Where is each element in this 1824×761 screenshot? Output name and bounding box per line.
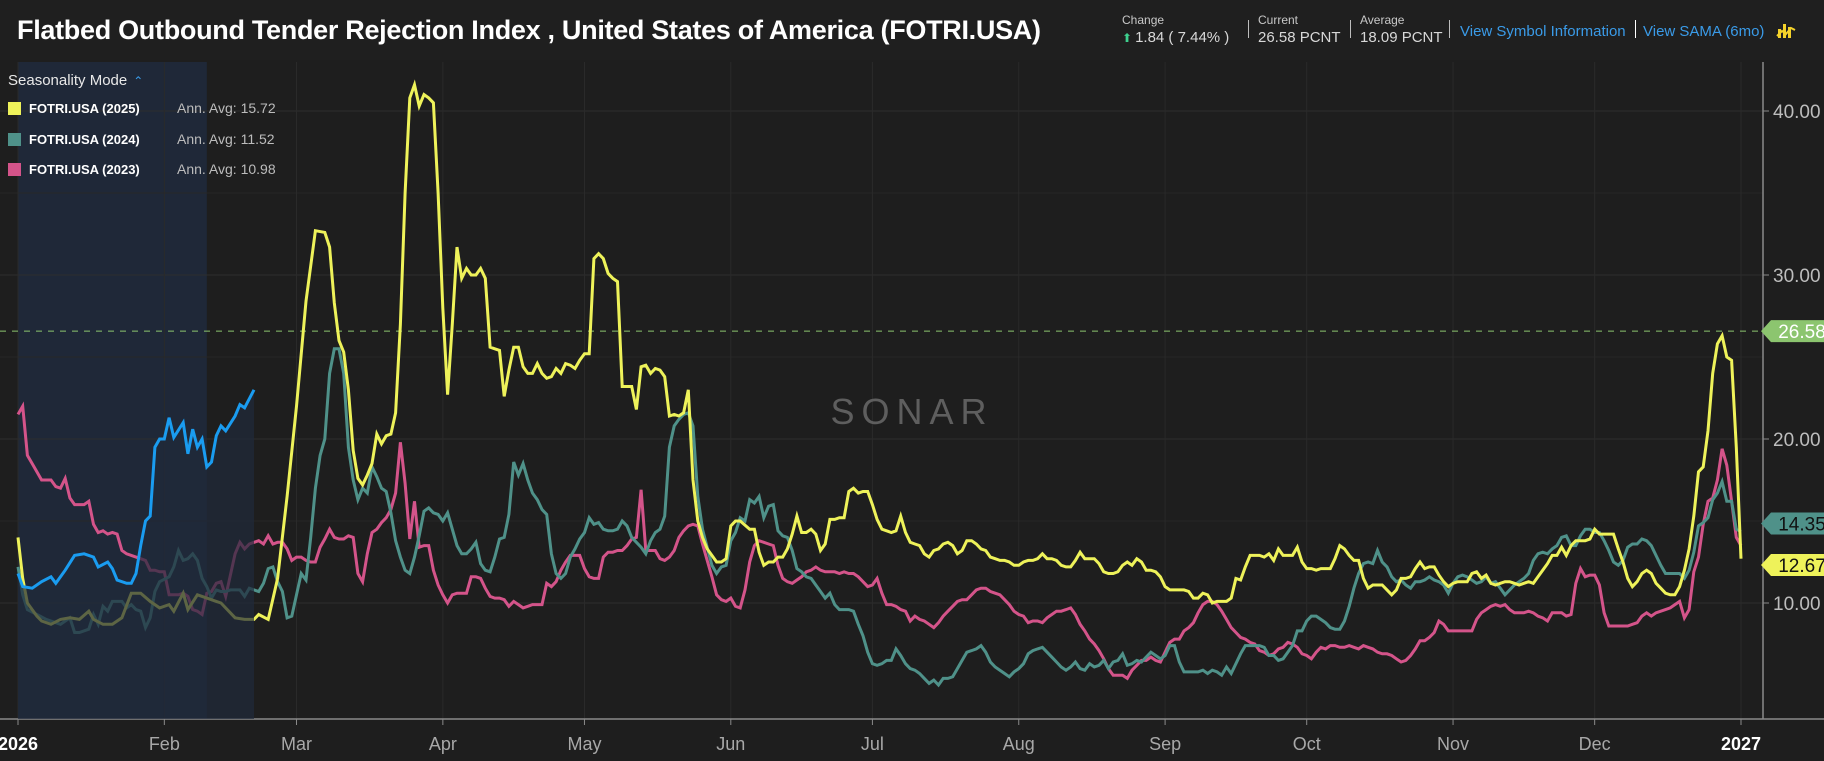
sonar-watermark: SONAR xyxy=(830,391,993,432)
series-line-fotri-usa-2025 xyxy=(16,79,1743,626)
bar-chart-trend-icon[interactable] xyxy=(1776,21,1796,39)
x-tick-label: Apr xyxy=(429,734,457,754)
legend-item[interactable]: FOTRI.USA (2025) Ann. Avg: 15.72 xyxy=(8,98,276,118)
series-area-fotri-usa-2026 xyxy=(18,389,254,719)
change-value: 1.84 ( 7.44% ) xyxy=(1135,29,1230,46)
average-label: Average xyxy=(1360,13,1405,27)
x-tick-label: 2027 xyxy=(1721,734,1761,754)
x-tick-label: Jul xyxy=(861,734,884,754)
end-value-badge xyxy=(1761,512,1824,535)
legend: Seasonality Mode ⌃ xyxy=(8,72,143,89)
x-tick-label: 2026 xyxy=(0,734,38,754)
legend-item[interactable]: FOTRI.USA (2024) Ann. Avg: 11.52 xyxy=(8,129,275,149)
legend-swatch xyxy=(8,132,21,146)
seasonality-chart: 10.00 20.00 30.00 40.00 2026 Feb Mar Apr May Jun J… xyxy=(0,60,1824,761)
x-tick-label: Oct xyxy=(1293,734,1321,754)
page-title: Flatbed Outbound Tender Rejection Index … xyxy=(17,15,1041,45)
x-tick-label: Nov xyxy=(1437,734,1469,754)
legend-swatch xyxy=(8,101,21,115)
y-tick-label: 10.00 xyxy=(1773,594,1821,615)
current-value-label: 26.58 xyxy=(1778,322,1824,343)
divider xyxy=(1449,20,1450,38)
x-tick-label: Aug xyxy=(1003,734,1035,754)
x-tick-label: Sep xyxy=(1149,734,1181,754)
x-tick-label: Feb xyxy=(149,734,180,754)
change-stat: Change ⬆ 1.84 ( 7.44% ) xyxy=(1122,13,1229,46)
divider xyxy=(1350,20,1351,38)
current-label: Current xyxy=(1258,13,1299,27)
y-tick-label: 30.00 xyxy=(1773,266,1821,287)
end-value-label: 12.67 xyxy=(1778,556,1824,577)
legend-series-name: FOTRI.USA (2025) xyxy=(29,100,140,116)
end-value-label: 14.35 xyxy=(1778,514,1824,535)
header-bar: Flatbed Outbound Tender Rejection Index … xyxy=(0,0,1824,61)
average-stat: Average 18.09 PCNT xyxy=(1360,13,1443,46)
legend-series-avg: Ann. Avg: 15.72 xyxy=(177,100,276,116)
legend-series-avg: Ann. Avg: 11.52 xyxy=(177,131,275,147)
legend-series-avg: Ann. Avg: 10.98 xyxy=(177,161,276,177)
chevron-up-icon: ⌃ xyxy=(133,73,144,88)
x-tick-label: Mar xyxy=(281,734,312,754)
x-tick-label: May xyxy=(567,734,601,754)
legend-series-name: FOTRI.USA (2023) xyxy=(29,161,140,177)
seasonality-mode-toggle[interactable]: Seasonality Mode ⌃ xyxy=(8,72,143,89)
seasonality-mode-label: Seasonality Mode xyxy=(8,72,128,89)
divider xyxy=(1248,20,1249,38)
x-tick-label: Dec xyxy=(1579,734,1611,754)
change-label: Change xyxy=(1122,13,1165,27)
series-line-fotri-usa-2023 xyxy=(16,401,1743,681)
series-line-fotri-usa-2026 xyxy=(16,389,256,590)
average-value: 18.09 PCNT xyxy=(1360,29,1443,46)
arrow-up-icon: ⬆ xyxy=(1122,31,1133,45)
plot-background xyxy=(0,60,1824,761)
view-symbol-information-link[interactable]: View Symbol Information xyxy=(1460,23,1626,40)
y-tick-label: 40.00 xyxy=(1773,102,1821,123)
x-tick-label: Jun xyxy=(716,734,745,754)
y-tick-label: 20.00 xyxy=(1773,430,1821,451)
current-value-badge xyxy=(1761,320,1824,343)
legend-item[interactable]: FOTRI.USA (2023) Ann. Avg: 10.98 xyxy=(8,159,276,179)
end-value-badge xyxy=(1761,553,1824,576)
series-line-fotri-usa-2024 xyxy=(16,347,1742,688)
current-stat: Current 26.58 PCNT xyxy=(1258,13,1341,46)
view-sama-link[interactable]: View SAMA (6mo) xyxy=(1643,23,1765,40)
divider xyxy=(1635,20,1636,38)
current-value: 26.58 PCNT xyxy=(1258,29,1341,46)
legend-swatch xyxy=(8,162,21,176)
legend-series-name: FOTRI.USA (2024) xyxy=(29,131,140,147)
